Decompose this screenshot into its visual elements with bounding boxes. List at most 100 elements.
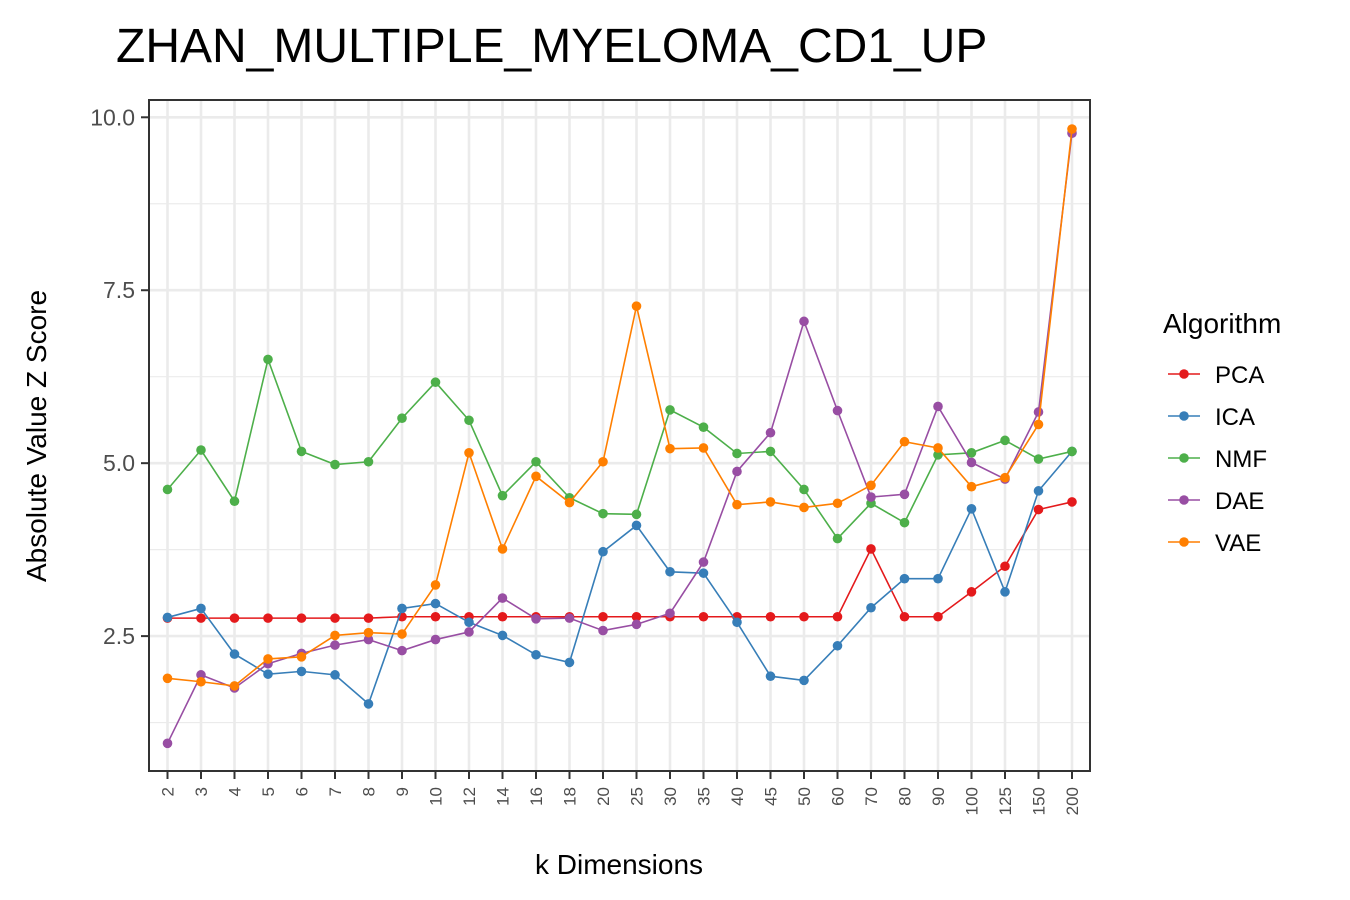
y-tick-label: 5.0 [103,450,135,476]
data-point-nmf [196,445,206,455]
series-line-pca [167,501,1073,619]
data-point-dae [397,645,407,656]
data-point-ica [229,649,240,659]
data-point-ica [497,630,508,641]
data-point-nmf [765,446,776,457]
data-point-vae [665,443,675,454]
data-point-vae [162,673,173,684]
x-tick-label: 150 [1030,787,1049,815]
data-point-pca [598,611,608,622]
data-point-ica [464,617,474,628]
data-point-dae [631,619,642,630]
data-point-ica [397,603,407,614]
data-point-dae [430,634,441,645]
data-point-ica [598,546,608,557]
data-point-pca [899,611,910,622]
data-point-dae [1033,407,1044,417]
data-point-pca [631,611,642,622]
data-point-pca [229,613,240,623]
data-point-nmf [698,422,709,432]
data-point-dae [832,405,843,416]
data-point-vae [598,456,608,467]
data-point-vae [765,497,776,507]
data-point-vae [1033,419,1044,430]
legend-label-dae: DAE [1215,488,1264,515]
legend-key-point-vae [1179,537,1189,547]
data-point-ica [196,603,206,614]
legend: Algorithm PCA ICA NMF DAE VAE [1163,308,1281,557]
data-point-vae [832,498,843,509]
data-point-nmf [162,484,173,495]
x-tick-label: 30 [661,787,680,806]
data-point-nmf [229,496,240,507]
data-point-ica [564,657,575,668]
data-point-pca [296,613,307,623]
data-point-ica [966,504,977,514]
data-point-ica [899,573,910,584]
x-tick-label: 3 [192,787,211,796]
x-tick-label: 100 [963,787,982,815]
legend-label-ica: ICA [1215,404,1255,431]
data-point-nmf [497,490,508,501]
grid [149,100,1090,771]
data-point-nmf [799,484,809,495]
data-point-pca [1033,504,1044,515]
series-layer [162,124,1077,749]
x-tick-label: 9 [393,787,412,796]
data-point-dae [765,427,776,438]
x-tick-label: 7 [326,787,345,796]
data-point-nmf [732,448,742,459]
data-point-ica [296,666,307,677]
series-line-dae [166,133,1073,744]
data-point-ica [732,617,742,628]
data-point-dae [598,625,608,636]
data-point-vae [397,629,407,639]
data-point-pca [196,613,206,623]
chart-title: ZHAN_MULTIPLE_MYELOMA_CD1_UP [116,20,987,73]
data-point-ica [263,669,273,679]
data-point-dae [966,457,977,468]
data-point-vae [698,443,709,453]
data-point-vae [531,471,541,482]
x-tick-label: 12 [460,787,479,806]
legend-key-point-pca [1179,369,1189,379]
data-point-vae [1067,124,1077,134]
y-tick-label: 2.5 [103,623,135,649]
data-point-vae [296,652,307,662]
x-tick-label: 18 [561,787,580,806]
x-tick-label: 40 [728,787,747,806]
x-tick-label: 20 [594,787,613,806]
legend-key-point-nmf [1179,453,1189,463]
data-point-nmf [531,456,541,467]
legend-key-point-dae [1179,495,1189,505]
x-tick-label: 125 [996,787,1015,815]
data-point-dae [899,489,910,500]
data-point-vae [263,654,273,664]
legend-title: Algorithm [1163,308,1281,339]
x-tick-label: 6 [293,787,312,796]
data-point-pca [933,611,943,622]
series-line-nmf [166,356,1073,540]
data-point-ica [330,670,340,680]
data-point-nmf [263,354,273,365]
y-axis-label: Absolute Value Z Score [21,290,52,582]
data-point-nmf [899,517,910,528]
series-line-vae [167,128,1073,687]
y-tick-label: 10.0 [90,104,135,130]
data-point-nmf [397,413,407,424]
data-point-vae [899,436,910,447]
legend-label-nmf: NMF [1215,446,1267,473]
x-tick-label: 10 [427,787,446,806]
plot-border [148,99,1091,772]
data-point-vae [229,681,240,691]
x-tick-label: 50 [795,787,814,806]
data-point-dae [564,613,575,623]
data-point-vae [933,443,943,453]
data-point-vae [464,447,474,458]
data-point-nmf [598,508,608,519]
data-point-pca [263,613,273,623]
legend-label-vae: VAE [1215,530,1261,557]
x-tick-label: 25 [628,787,647,806]
data-point-ica [866,602,876,613]
